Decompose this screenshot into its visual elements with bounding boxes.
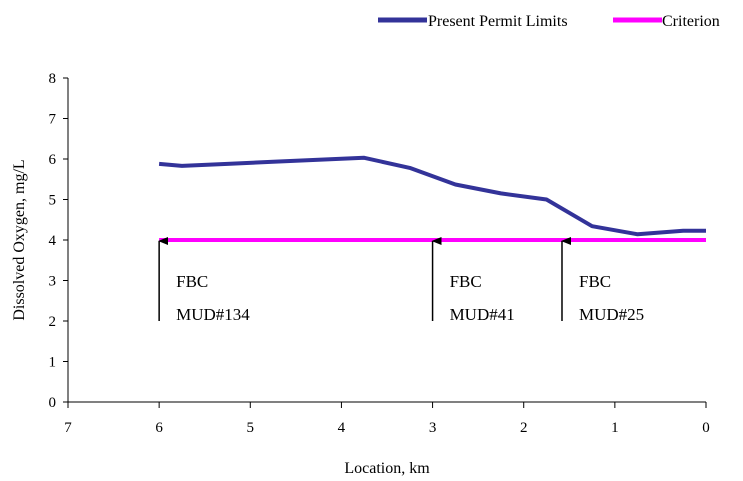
y-tick-label: 8 xyxy=(49,71,57,87)
legend: Present Permit Limits Criterion xyxy=(378,13,720,30)
y-tick-label: 5 xyxy=(49,193,57,209)
series-line-present-permit-limits xyxy=(158,155,706,237)
y-tick-label: 0 xyxy=(49,395,57,411)
y-tick-label: 4 xyxy=(49,233,57,249)
x-tick-label: 1 xyxy=(611,420,619,436)
x-tick-label: 4 xyxy=(338,420,346,436)
annotation-label-line2: MUD#134 xyxy=(176,305,250,324)
x-tick-label: 0 xyxy=(702,420,710,436)
x-tick-label: 5 xyxy=(247,420,255,436)
y-tick-label: 2 xyxy=(49,314,57,330)
y-tick-label: 1 xyxy=(49,355,57,371)
x-tick-label: 6 xyxy=(155,420,163,436)
y-tick-label: 7 xyxy=(49,112,57,128)
legend-label-present-permit-limits: Present Permit Limits xyxy=(428,13,568,30)
x-axis-label: Location, km xyxy=(344,460,430,477)
legend-label-criterion: Criterion xyxy=(662,13,720,30)
x-tick-label: 7 xyxy=(64,420,72,436)
annotations-layer: FBC MUD#134 FBC MUD#41 FBC MUD#25 xyxy=(158,237,644,324)
annotation-label-line2: MUD#41 xyxy=(450,305,515,324)
axes: 0 1 2 3 4 5 6 7 8 7 6 5 4 3 2 1 0 xyxy=(49,71,710,436)
x-tick-label: 3 xyxy=(429,420,437,436)
annotation-label-line1: FBC xyxy=(450,272,482,291)
y-tick-label: 6 xyxy=(49,152,57,168)
y-tick-label: 3 xyxy=(49,274,57,290)
series-layer xyxy=(158,155,706,242)
y-axis-label: Dissolved Oxygen, mg/L xyxy=(11,159,28,320)
annotation-label-line1: FBC xyxy=(579,272,611,291)
x-tick-label: 2 xyxy=(520,420,528,436)
annotation-label-line1: FBC xyxy=(176,272,208,291)
annotation-label-line2: MUD#25 xyxy=(579,305,644,324)
